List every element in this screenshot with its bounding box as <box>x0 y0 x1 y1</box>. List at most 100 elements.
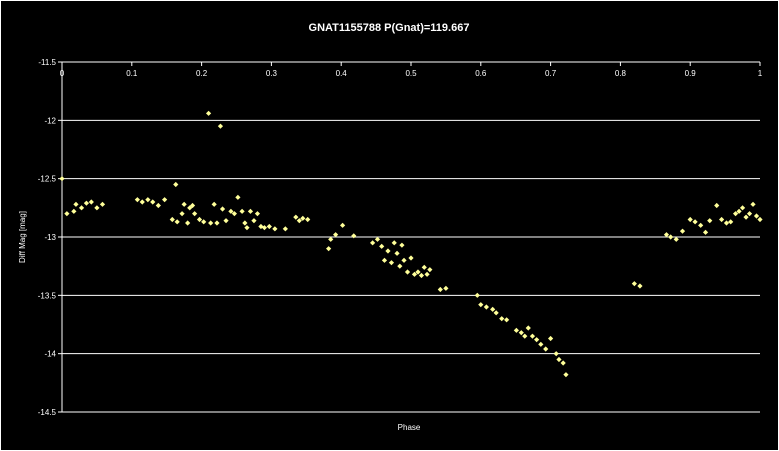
y-tick-label: -13 <box>44 233 56 242</box>
data-point <box>513 327 519 333</box>
data-point <box>437 286 443 293</box>
data-point <box>300 215 306 221</box>
data-point <box>139 199 145 205</box>
data-point <box>394 250 400 256</box>
data-point <box>518 330 524 336</box>
data-point <box>707 218 713 224</box>
data-point <box>192 211 198 217</box>
x-tick-label: 0.6 <box>475 69 487 78</box>
data-point <box>702 229 709 235</box>
data-point <box>150 199 156 205</box>
data-point <box>743 214 749 220</box>
chart-title: GNAT1155788 P(Gnat)=119.667 <box>309 22 470 34</box>
data-points <box>59 110 763 378</box>
data-point <box>326 246 332 252</box>
data-point <box>411 271 418 277</box>
data-point <box>73 201 79 207</box>
data-point <box>370 240 376 246</box>
data-point <box>181 201 187 207</box>
y-axis-ticks: -11.5 -12 -12.5 -13 -13.5 -14 -14.5 <box>38 58 62 417</box>
data-point <box>223 218 229 224</box>
data-point <box>443 285 449 291</box>
data-point <box>418 272 425 279</box>
data-point <box>381 257 388 263</box>
data-point <box>548 335 554 342</box>
data-point <box>534 337 540 343</box>
x-tick-label: 0 <box>60 69 65 78</box>
data-point <box>404 269 411 275</box>
data-point <box>490 306 496 312</box>
data-point <box>698 222 704 228</box>
data-point <box>478 302 484 308</box>
data-point <box>493 310 499 316</box>
y-tick-label: -14.5 <box>38 408 57 417</box>
data-point <box>162 197 168 203</box>
data-point <box>231 211 238 217</box>
x-tick-label: 0.8 <box>615 69 627 78</box>
data-point <box>719 216 725 223</box>
data-point <box>391 240 397 246</box>
data-point <box>379 243 385 249</box>
data-point <box>732 211 739 217</box>
data-point <box>757 216 763 223</box>
data-point <box>401 257 407 263</box>
x-tick-label: 0.9 <box>685 69 697 78</box>
data-point <box>714 202 720 209</box>
data-point <box>399 242 405 248</box>
y-tick-label: -13.5 <box>38 291 57 300</box>
data-point <box>254 211 261 217</box>
data-point <box>88 199 94 205</box>
x-tick-label: 0.4 <box>336 69 348 78</box>
data-point <box>155 202 161 209</box>
x-axis-ticks: 0 0.1 0.2 0.3 0.4 0.5 0.6 0.7 0.8 0.9 1 <box>60 62 763 78</box>
data-point <box>543 346 549 352</box>
data-point <box>333 232 339 238</box>
data-point <box>71 208 77 214</box>
data-point <box>174 219 180 225</box>
data-point <box>339 222 346 228</box>
data-point <box>282 226 288 232</box>
data-point <box>64 211 70 217</box>
data-point <box>746 211 753 217</box>
data-point <box>483 304 489 310</box>
x-tick-label: 0.2 <box>196 69 208 78</box>
data-point <box>556 356 562 363</box>
data-point <box>99 201 106 207</box>
data-point <box>235 194 241 200</box>
y-axis-label: Diff Mag [mag] <box>18 211 27 263</box>
x-tick-label: 0.7 <box>545 69 557 78</box>
y-tick-label: -14 <box>44 350 56 359</box>
data-point <box>59 176 65 182</box>
data-point <box>673 236 679 242</box>
data-point <box>388 260 395 266</box>
grid-lines <box>62 61 760 413</box>
data-point <box>723 220 730 226</box>
data-point <box>474 292 480 298</box>
data-point <box>374 236 381 242</box>
data-point <box>134 197 140 203</box>
data-point <box>538 341 544 347</box>
data-point <box>736 208 742 214</box>
data-point <box>196 216 203 223</box>
data-point <box>415 269 421 275</box>
data-point <box>499 316 505 322</box>
data-point <box>553 351 559 357</box>
data-point <box>247 208 254 214</box>
data-point <box>242 220 248 226</box>
data-point <box>637 283 643 289</box>
data-point <box>296 218 302 224</box>
x-tick-label: 1 <box>758 69 763 78</box>
data-point <box>692 219 698 225</box>
data-point <box>217 123 224 129</box>
data-point <box>385 248 391 254</box>
x-tick-label: 0.1 <box>126 69 138 78</box>
x-tick-label: 0.5 <box>405 69 417 78</box>
data-point <box>351 233 357 239</box>
data-point <box>687 216 693 223</box>
x-axis-label: Phase <box>398 423 421 432</box>
data-point <box>293 214 299 220</box>
data-point <box>631 281 637 287</box>
data-point <box>189 202 196 209</box>
